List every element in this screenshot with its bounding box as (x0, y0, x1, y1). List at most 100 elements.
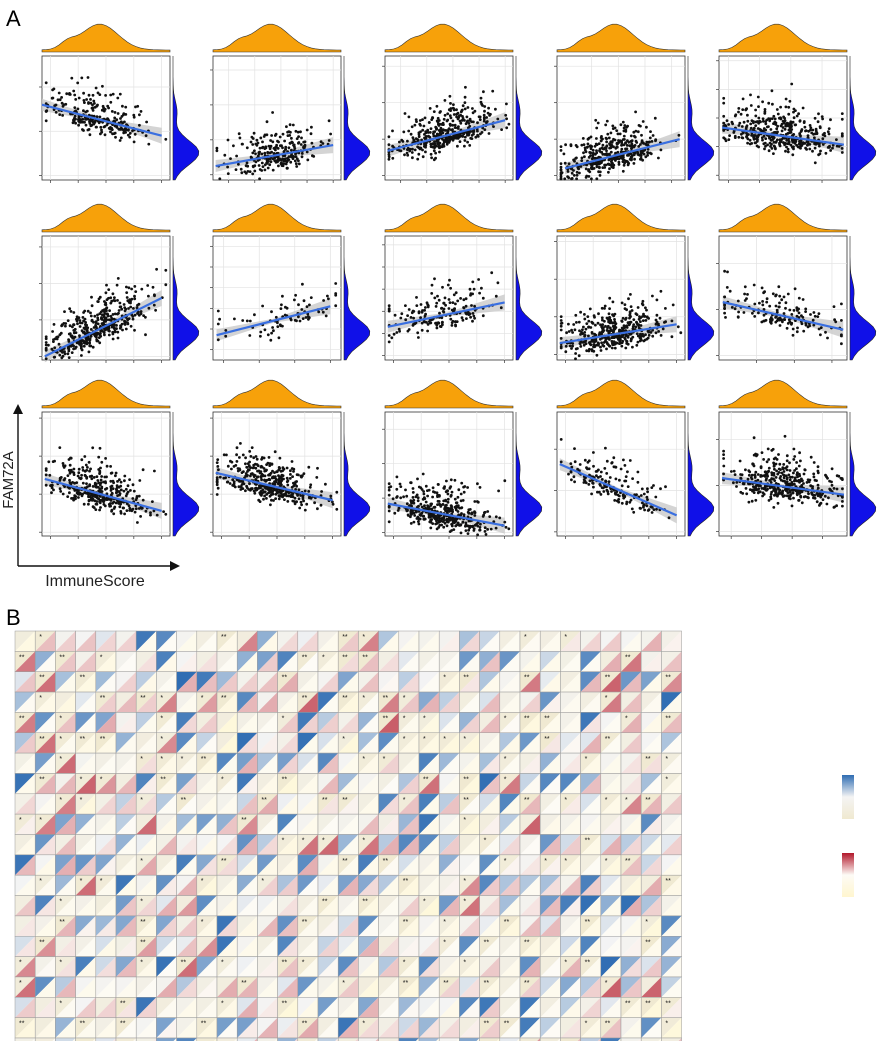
data-point (809, 124, 812, 127)
data-point (282, 133, 285, 136)
data-point (217, 487, 220, 490)
data-point (761, 304, 764, 307)
data-point (123, 303, 126, 306)
data-point (611, 313, 614, 316)
data-point (438, 312, 441, 315)
data-point (419, 119, 422, 122)
data-point (825, 152, 828, 155)
data-point (125, 494, 128, 497)
data-point (766, 297, 769, 300)
data-point (110, 489, 113, 492)
data-point (238, 456, 241, 459)
data-point (104, 482, 107, 485)
data-point (279, 323, 282, 326)
data-point (406, 510, 409, 513)
data-point (153, 304, 156, 307)
data-point (560, 162, 563, 165)
data-point (484, 511, 487, 514)
data-point (451, 124, 454, 127)
data-point (639, 335, 642, 338)
data-point (117, 312, 120, 315)
data-point (671, 320, 674, 323)
data-point (724, 316, 727, 319)
data-point (259, 472, 262, 475)
data-point (746, 120, 749, 123)
data-point (87, 101, 90, 104)
data-point (497, 490, 500, 493)
data-point (116, 299, 119, 302)
data-point (804, 130, 807, 133)
top-density (557, 380, 685, 408)
data-point (433, 297, 436, 300)
data-point (114, 111, 117, 114)
data-point (99, 501, 102, 504)
data-point (486, 510, 489, 513)
data-point (277, 147, 280, 150)
data-point (63, 310, 66, 313)
data-point (593, 314, 596, 317)
data-point (762, 117, 765, 120)
data-point (299, 320, 302, 323)
plot-area (719, 236, 847, 360)
data-point (789, 100, 792, 103)
data-point (53, 88, 56, 91)
data-point (253, 170, 256, 173)
data-point (753, 303, 756, 306)
data-point (279, 144, 282, 147)
data-point (448, 307, 451, 310)
data-point (300, 143, 303, 146)
data-point (624, 303, 627, 306)
right-density (516, 236, 542, 360)
data-point (626, 125, 629, 128)
data-point (757, 117, 760, 120)
data-point (623, 164, 626, 167)
data-point (279, 457, 282, 460)
data-point (136, 105, 139, 108)
data-point (241, 143, 244, 146)
data-point (417, 336, 420, 339)
data-point (407, 130, 410, 133)
data-point (327, 297, 330, 300)
data-point (117, 277, 120, 280)
data-point (388, 341, 391, 344)
data-point (448, 279, 451, 282)
data-point (269, 503, 272, 506)
data-point (622, 121, 625, 124)
data-point (471, 511, 474, 514)
data-point (274, 450, 277, 453)
data-point (322, 299, 325, 302)
data-point (560, 461, 563, 464)
data-point (634, 111, 637, 114)
data-point (796, 315, 799, 318)
data-point (477, 501, 480, 504)
data-point (149, 511, 152, 514)
data-point (82, 92, 85, 95)
data-point (125, 286, 128, 289)
data-point (72, 348, 75, 351)
data-point (644, 339, 647, 342)
data-point (74, 98, 77, 101)
data-point (610, 132, 613, 135)
data-point (284, 146, 287, 149)
data-point (811, 150, 814, 153)
data-point (156, 514, 159, 517)
data-point (52, 340, 55, 343)
data-point (473, 500, 476, 503)
data-point (145, 510, 148, 513)
data-point (775, 294, 778, 297)
data-point (469, 525, 472, 528)
data-point (439, 133, 442, 136)
data-point (579, 342, 582, 345)
data-point (124, 308, 127, 311)
data-point (252, 464, 255, 467)
data-point (286, 500, 289, 503)
data-point (431, 284, 434, 287)
data-point (388, 334, 391, 337)
data-point (765, 301, 768, 304)
data-point (779, 145, 782, 148)
data-point (573, 447, 576, 450)
data-point (479, 118, 482, 121)
data-point (812, 473, 815, 476)
right-density (688, 236, 714, 360)
data-point (402, 495, 405, 498)
